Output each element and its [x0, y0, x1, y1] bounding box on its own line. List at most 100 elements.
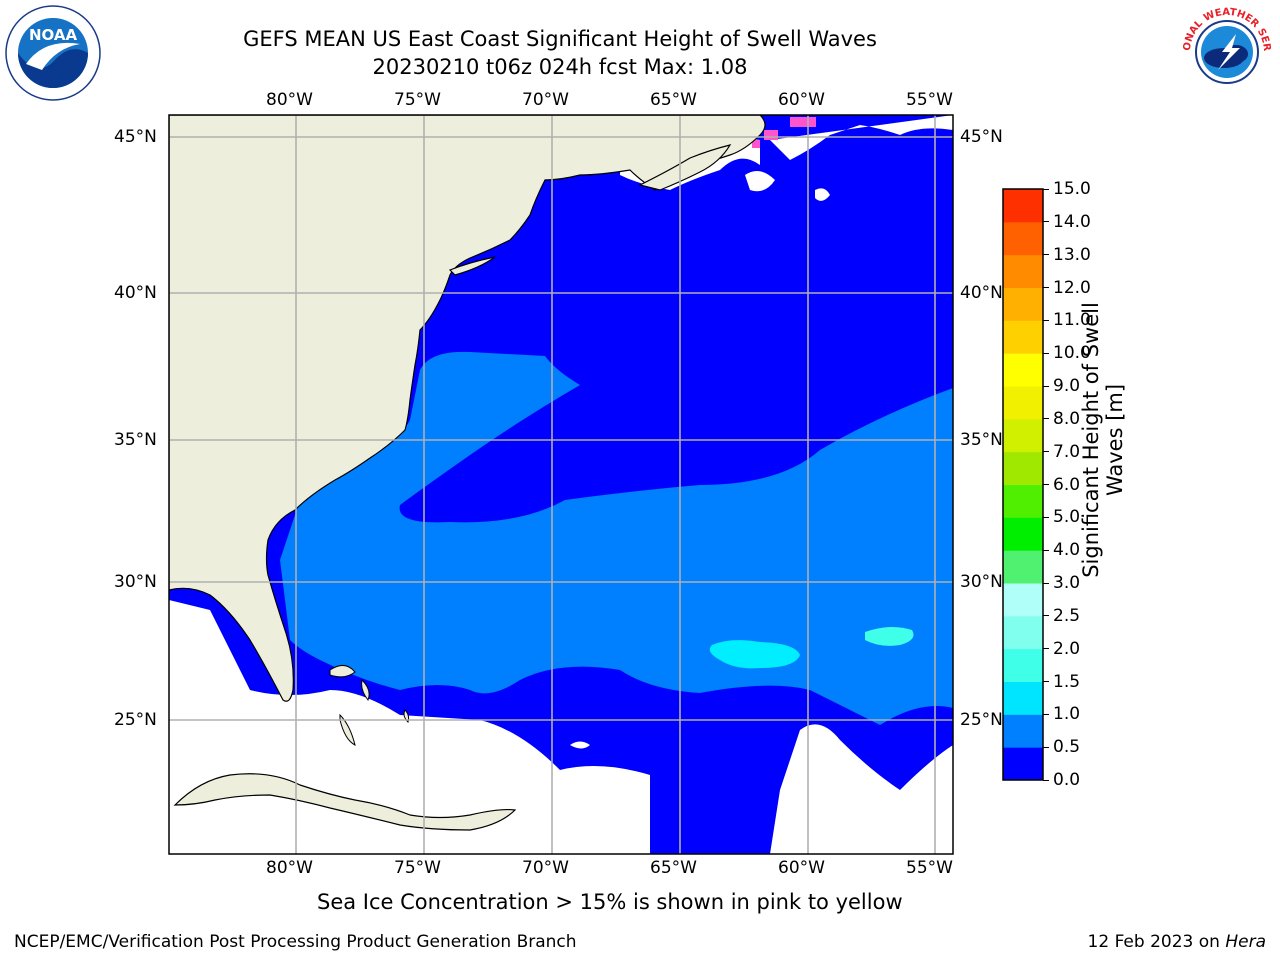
lat-label-right: 25°N	[960, 710, 1003, 730]
colorbar-tick-label: 10.0	[1053, 343, 1091, 364]
noaa-logo-text: NOAA	[29, 26, 78, 44]
footer-date: 12 Feb 2023 on	[1087, 932, 1226, 952]
no-data-region	[770, 724, 953, 854]
colorbar-tick-mark	[1043, 484, 1049, 485]
colorbar-segment	[1003, 386, 1043, 420]
colorbar-tick-label: 12.0	[1053, 277, 1091, 298]
colorbar-tick-mark	[1043, 516, 1049, 518]
colorbar-tick-label: 2.5	[1053, 605, 1081, 626]
colorbar-segment	[1003, 418, 1043, 453]
colorbar-tick-label: 1.0	[1053, 704, 1081, 725]
lon-label-top: 65°W	[650, 90, 697, 110]
colorbar-tick-label: 4.0	[1053, 540, 1081, 561]
lon-label-bottom: 55°W	[906, 858, 953, 878]
colorbar-segment	[1003, 681, 1043, 715]
colorbar-tick-mark	[1043, 385, 1049, 387]
colorbar-segment	[1003, 714, 1043, 748]
colorbar-tick-mark	[1043, 254, 1049, 256]
lat-label-left: 45°N	[114, 127, 157, 147]
colorbar-tick-mark	[1043, 287, 1049, 288]
no-data-region	[570, 741, 590, 749]
colorbar-segment	[1003, 550, 1043, 584]
colorbar-segment	[1003, 353, 1043, 387]
colorbar-tick-mark	[1043, 549, 1049, 551]
swell-high-patch	[865, 626, 914, 646]
no-data-region	[815, 188, 830, 201]
colorbar-tick-mark	[1043, 188, 1049, 190]
colorbar-segment	[1003, 451, 1043, 485]
colorbar	[1002, 188, 1044, 781]
land-long-island	[448, 256, 496, 276]
colorbar-tick-mark	[1043, 319, 1049, 321]
chart-subtitle: 20230210 t06z 024h fcst Max: 1.08	[372, 55, 748, 79]
colorbar-segment	[1003, 189, 1043, 223]
lon-label-bottom: 65°W	[650, 858, 697, 878]
colorbar-tick-label: 13.0	[1053, 244, 1091, 265]
colorbar-tick-label: 3.0	[1053, 573, 1081, 593]
colorbar-tick-label: 5.0	[1053, 507, 1081, 528]
colorbar-tick-label: 9.0	[1053, 376, 1081, 396]
footer-credit: NCEP/EMC/Verification Post Processing Pr…	[14, 932, 577, 952]
noaa-logo: NOAA	[4, 4, 102, 102]
land-us-east-coast	[169, 115, 766, 702]
lat-label-left: 25°N	[114, 710, 157, 730]
colorbar-tick-label: 14.0	[1053, 211, 1091, 232]
colorbar-tick-mark	[1043, 418, 1049, 420]
land-bahamas	[329, 665, 410, 746]
colorbar-segment	[1003, 615, 1043, 650]
lon-label-bottom: 80°W	[266, 858, 313, 878]
colorbar-tick-label: 15.0	[1053, 179, 1091, 199]
colorbar-tick-mark	[1043, 681, 1049, 682]
colorbar-tick-mark	[1043, 615, 1049, 617]
no-data-region	[770, 115, 953, 160]
colorbar-tick-mark	[1043, 746, 1049, 748]
swell-mid-region	[280, 351, 953, 725]
colorbar-tick-label: 11.0	[1053, 310, 1091, 331]
lat-label-right: 40°N	[960, 283, 1003, 303]
lon-label-bottom: 75°W	[394, 858, 441, 878]
footer-timestamp: 12 Feb 2023 on Hera	[1088, 932, 1266, 952]
sea-ice-note: Sea Ice Concentration > 15% is shown in …	[317, 890, 903, 914]
chart-title: GEFS MEAN US East Coast Significant Heig…	[243, 27, 877, 51]
map-frame	[168, 114, 954, 855]
colorbar-segment	[1003, 648, 1043, 682]
lat-label-right: 45°N	[960, 127, 1003, 147]
nws-logo: NATIONAL WEATHER SERVICE	[1174, 0, 1276, 100]
colorbar-tick-mark	[1043, 451, 1049, 453]
swell-high-patch	[709, 640, 800, 669]
colorbar-tick-label: 0.0	[1053, 770, 1081, 790]
colorbar-segment	[1003, 583, 1043, 617]
colorbar-tick-mark	[1043, 582, 1049, 584]
lon-label-top: 70°W	[522, 90, 569, 110]
colorbar-segment	[1003, 287, 1043, 321]
sea-ice-patch	[752, 140, 760, 148]
lon-label-top: 75°W	[394, 90, 441, 110]
lat-label-left: 35°N	[114, 430, 157, 450]
colorbar-tick-label: 6.0	[1053, 474, 1081, 495]
colorbar-tick-label: 8.0	[1053, 408, 1081, 429]
colorbar-tick-label: 1.5	[1053, 671, 1081, 692]
lon-label-top: 60°W	[778, 90, 825, 110]
colorbar-tick-mark	[1043, 779, 1049, 781]
colorbar-tick-mark	[1043, 648, 1049, 650]
lat-label-left: 40°N	[114, 283, 157, 303]
colorbar-tick-label: 2.0	[1053, 638, 1081, 659]
sea-ice-patch	[790, 117, 816, 127]
colorbar-segment	[1003, 254, 1043, 288]
land-nova-scotia	[638, 144, 732, 191]
lon-label-bottom: 60°W	[778, 858, 825, 878]
lon-label-top: 55°W	[906, 90, 953, 110]
lon-label-top: 80°W	[266, 90, 313, 110]
colorbar-tick-mark	[1043, 713, 1049, 715]
colorbar-tick-mark	[1043, 352, 1049, 354]
colorbar-segment	[1003, 484, 1043, 518]
land-cuba	[173, 773, 517, 831]
map-gridlines	[169, 115, 953, 854]
colorbar-label-line2: Waves [m]	[1103, 383, 1127, 497]
colorbar-segment	[1003, 747, 1043, 781]
colorbar-tick-label: 0.5	[1053, 737, 1081, 758]
sea-ice-patch	[764, 130, 778, 140]
lat-label-left: 30°N	[114, 572, 157, 592]
colorbar-segment	[1003, 221, 1043, 256]
